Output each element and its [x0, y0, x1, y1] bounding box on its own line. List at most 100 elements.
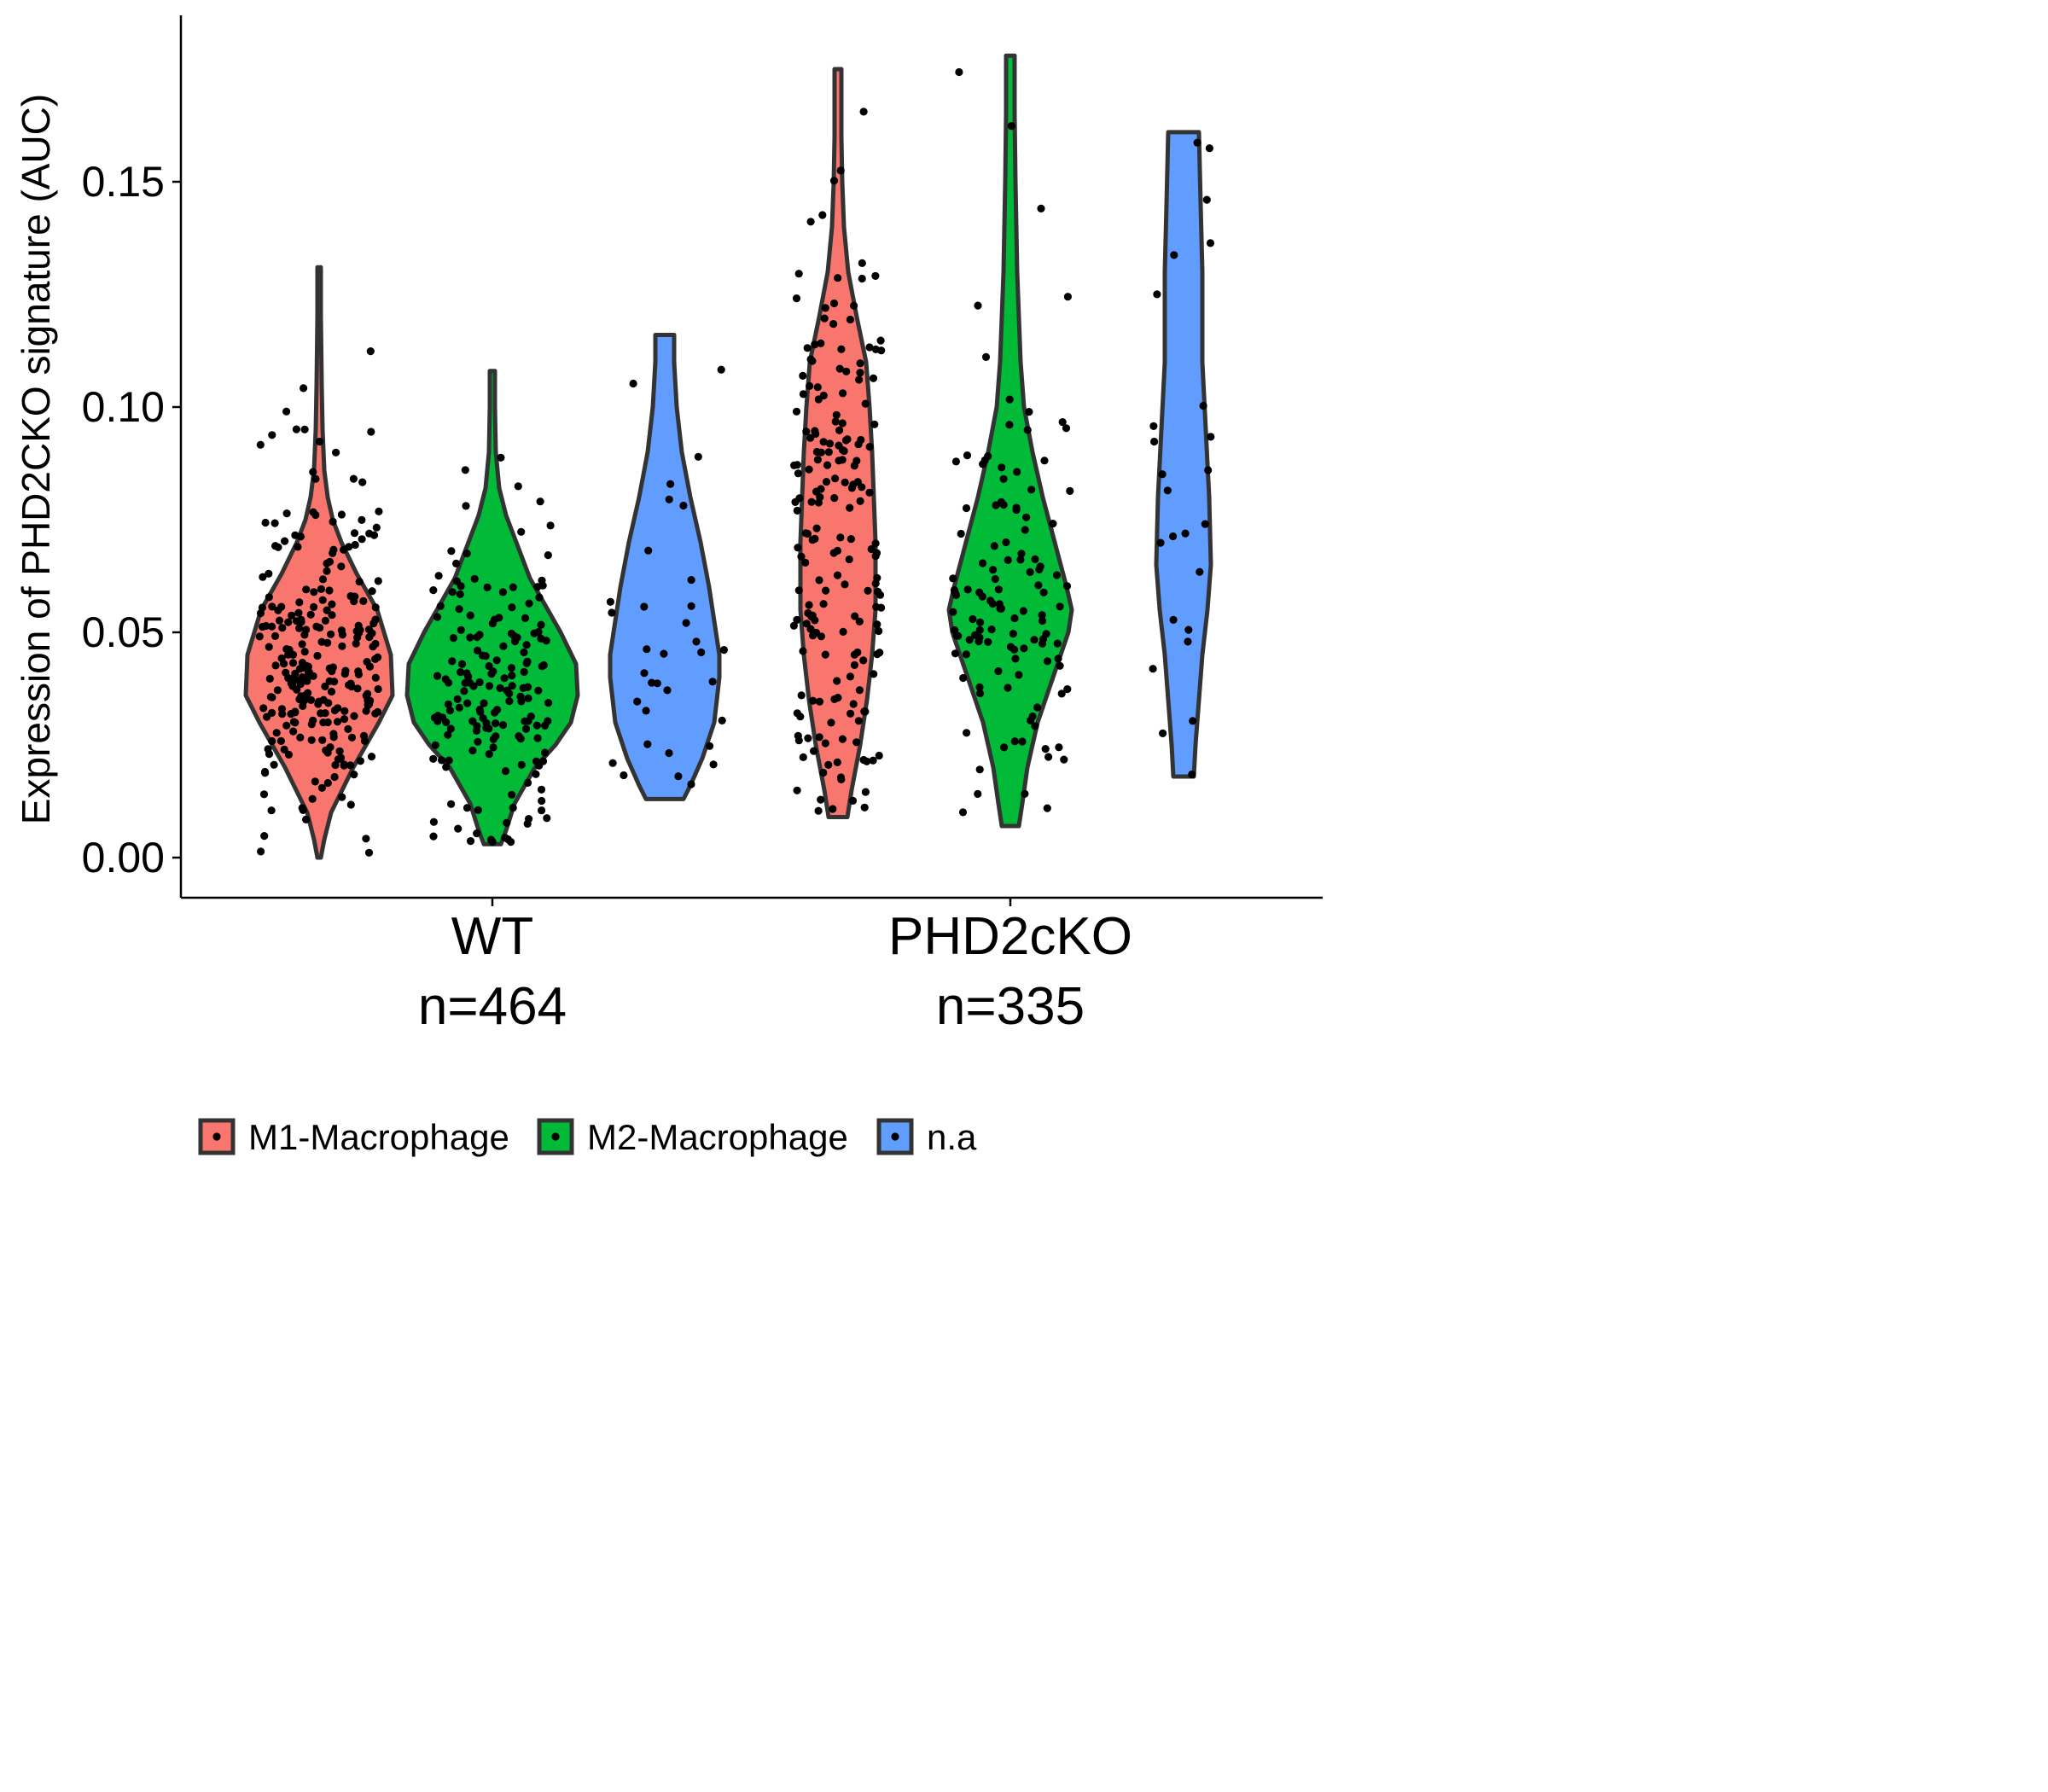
data-point [302, 815, 311, 824]
data-point [958, 808, 968, 817]
data-point [517, 697, 526, 706]
data-point [536, 497, 544, 506]
data-point [856, 497, 864, 505]
legend-item-n-a: n.a [876, 1117, 977, 1157]
data-point [367, 753, 376, 761]
data-point [497, 453, 505, 462]
data-point [268, 693, 276, 701]
data-point [296, 733, 305, 742]
data-point [1018, 737, 1027, 746]
data-point [543, 814, 551, 823]
data-point [811, 534, 819, 544]
data-point [367, 428, 375, 436]
data-point [291, 531, 300, 539]
data-point [792, 407, 801, 416]
data-point [706, 742, 714, 750]
data-point [520, 648, 528, 657]
data-point [340, 715, 349, 724]
data-point [835, 426, 844, 434]
data-point [608, 608, 616, 617]
data-point [819, 768, 828, 777]
data-point [875, 626, 883, 636]
data-point [857, 435, 865, 445]
data-point [1019, 607, 1027, 615]
legend: M1-Macrophage M2-Macrophage n.a [198, 1117, 977, 1157]
data-point [336, 753, 346, 762]
data-point [503, 818, 511, 827]
data-point [872, 602, 881, 611]
data-point [975, 683, 984, 691]
data-point [841, 580, 849, 589]
data-point [829, 299, 839, 308]
data-point [850, 660, 859, 670]
data-point [855, 617, 864, 626]
data-point [867, 544, 876, 554]
data-point [448, 588, 457, 596]
data-point [280, 745, 288, 754]
data-point [281, 537, 289, 545]
data-point [825, 439, 835, 448]
data-point [810, 747, 818, 755]
data-point [295, 624, 304, 632]
data-point [1021, 789, 1029, 798]
data-point [434, 572, 443, 580]
data-point [300, 648, 309, 656]
data-point [429, 754, 438, 763]
data-point [350, 597, 358, 606]
data-point [475, 706, 484, 714]
data-point [873, 650, 881, 659]
data-point [834, 274, 842, 282]
data-point [304, 662, 312, 671]
data-point [801, 558, 810, 567]
data-point [833, 758, 841, 767]
data-point [335, 747, 344, 755]
data-point [804, 734, 812, 742]
data-point [1007, 122, 1015, 131]
data-point [822, 478, 831, 486]
data-point [860, 803, 869, 812]
data-point [284, 618, 293, 626]
data-point [793, 506, 801, 515]
data-point [321, 709, 329, 718]
data-point [356, 757, 364, 765]
data-point [302, 625, 311, 634]
y-tick-label: 0.10 [82, 383, 165, 431]
data-point [483, 583, 492, 592]
data-point [871, 271, 880, 280]
data-point [1031, 555, 1039, 564]
data-point [666, 480, 675, 488]
data-point [1055, 743, 1063, 752]
data-point [268, 602, 276, 611]
data-point [1002, 538, 1010, 547]
data-point [446, 724, 455, 733]
data-point [987, 625, 996, 634]
data-point [297, 618, 305, 626]
data-point [302, 585, 311, 594]
data-point [811, 427, 819, 435]
data-point [962, 650, 970, 659]
data-point [1149, 665, 1157, 673]
data-point [478, 651, 487, 660]
data-point [859, 656, 868, 665]
data-point [282, 668, 290, 677]
data-point [1196, 567, 1204, 576]
data-point [842, 367, 851, 375]
data-point [1011, 655, 1020, 663]
data-point [371, 603, 380, 612]
data-point [717, 365, 725, 374]
data-point [975, 625, 984, 634]
data-point [856, 369, 864, 377]
data-point [321, 616, 329, 625]
data-point [513, 633, 521, 642]
data-point [505, 697, 514, 706]
data-point [374, 684, 382, 694]
data-point [288, 659, 298, 667]
data-point [814, 806, 823, 815]
data-point [821, 304, 829, 312]
data-point [365, 529, 374, 538]
data-point [793, 615, 801, 625]
data-point [606, 597, 615, 606]
data-point [981, 352, 991, 361]
data-point [268, 431, 276, 439]
data-point [507, 629, 516, 638]
